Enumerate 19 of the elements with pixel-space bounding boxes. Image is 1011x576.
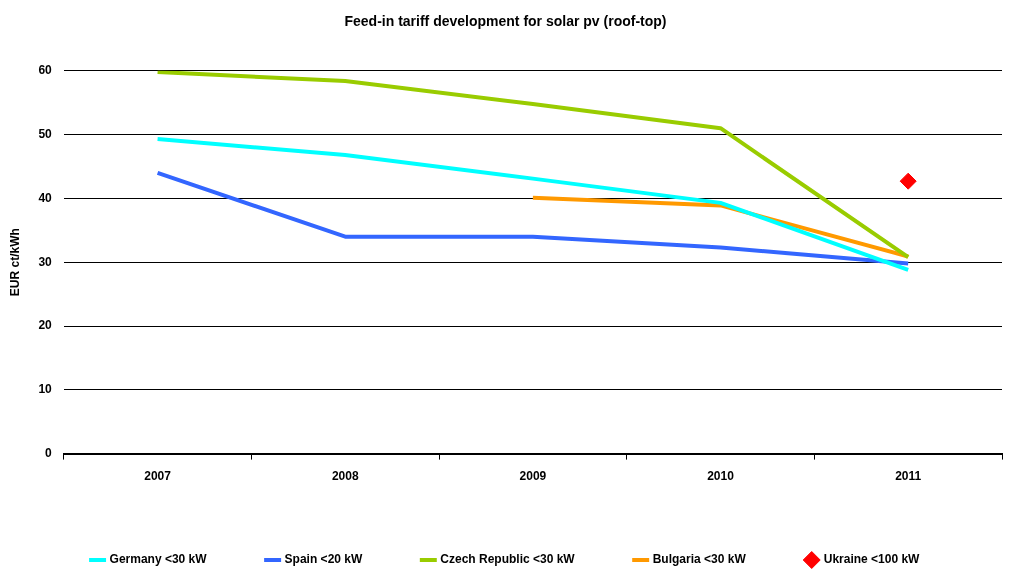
- y-tick-label: 0: [45, 445, 53, 460]
- legend-label: Czech Republic <30 kW: [440, 552, 576, 567]
- x-tick-label: 2011: [895, 469, 922, 484]
- y-axis-title: EUR ct/kWh: [7, 228, 22, 297]
- legend-label: Ukraine <100 kW: [823, 552, 921, 567]
- y-tick-label: 30: [38, 254, 53, 269]
- chart-title: Feed-in tariff development for solar pv (roof-top): [344, 13, 667, 30]
- x-tick-label: 2008: [331, 469, 359, 484]
- legend-label: Bulgaria <30 kW: [652, 552, 747, 567]
- y-tick-label: 50: [38, 126, 53, 141]
- x-tick-label: 2007: [144, 469, 172, 484]
- legend-label: Spain <20 kW: [284, 552, 363, 567]
- x-tick-label: 2010: [707, 469, 735, 484]
- y-tick-label: 40: [38, 190, 53, 205]
- x-tick-label: 2009: [519, 469, 547, 484]
- y-tick-label: 10: [38, 382, 53, 397]
- y-tick-label: 20: [38, 318, 53, 333]
- y-tick-label: 60: [38, 63, 53, 78]
- legend-label: Germany <30 kW: [109, 552, 208, 567]
